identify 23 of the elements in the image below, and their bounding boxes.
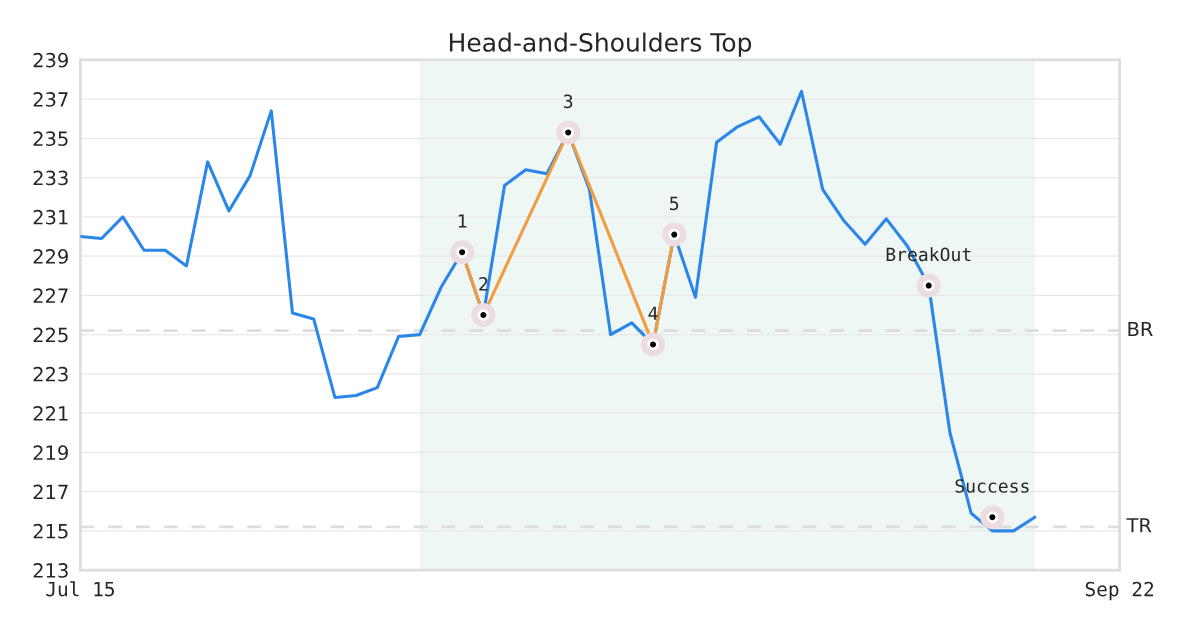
- y-tick-label: 217: [33, 484, 68, 500]
- x-tick-label: Jul 15: [46, 581, 114, 597]
- ref-line-label: TR: [1126, 518, 1152, 533]
- annotation: 3: [563, 94, 573, 109]
- y-tick-label: 233: [33, 170, 68, 186]
- x-tick-label: Sep 22: [1085, 581, 1154, 601]
- annotation: 4: [648, 306, 658, 320]
- chart-title: Head-and-Shoulders Top: [449, 32, 752, 57]
- y-tick-label: 239: [33, 52, 68, 68]
- y-tick-label: 223: [33, 366, 68, 382]
- y-tick-label: 215: [33, 523, 68, 539]
- y-tick-label: 231: [33, 209, 68, 225]
- y-tick-label: 237: [33, 92, 68, 107]
- y-tick-label: 219: [33, 445, 68, 461]
- annotation: 5: [670, 196, 679, 211]
- y-tick-label: 225: [33, 327, 68, 343]
- y-tick-label: 221: [33, 406, 68, 421]
- y-tick-label: 213: [33, 563, 68, 578]
- y-tick-label: 229: [33, 249, 68, 264]
- y-tick-label: 227: [33, 288, 68, 303]
- ref-line-label: BR: [1128, 321, 1153, 337]
- y-tick-label: 235: [33, 131, 68, 147]
- annotation: 1: [458, 214, 467, 228]
